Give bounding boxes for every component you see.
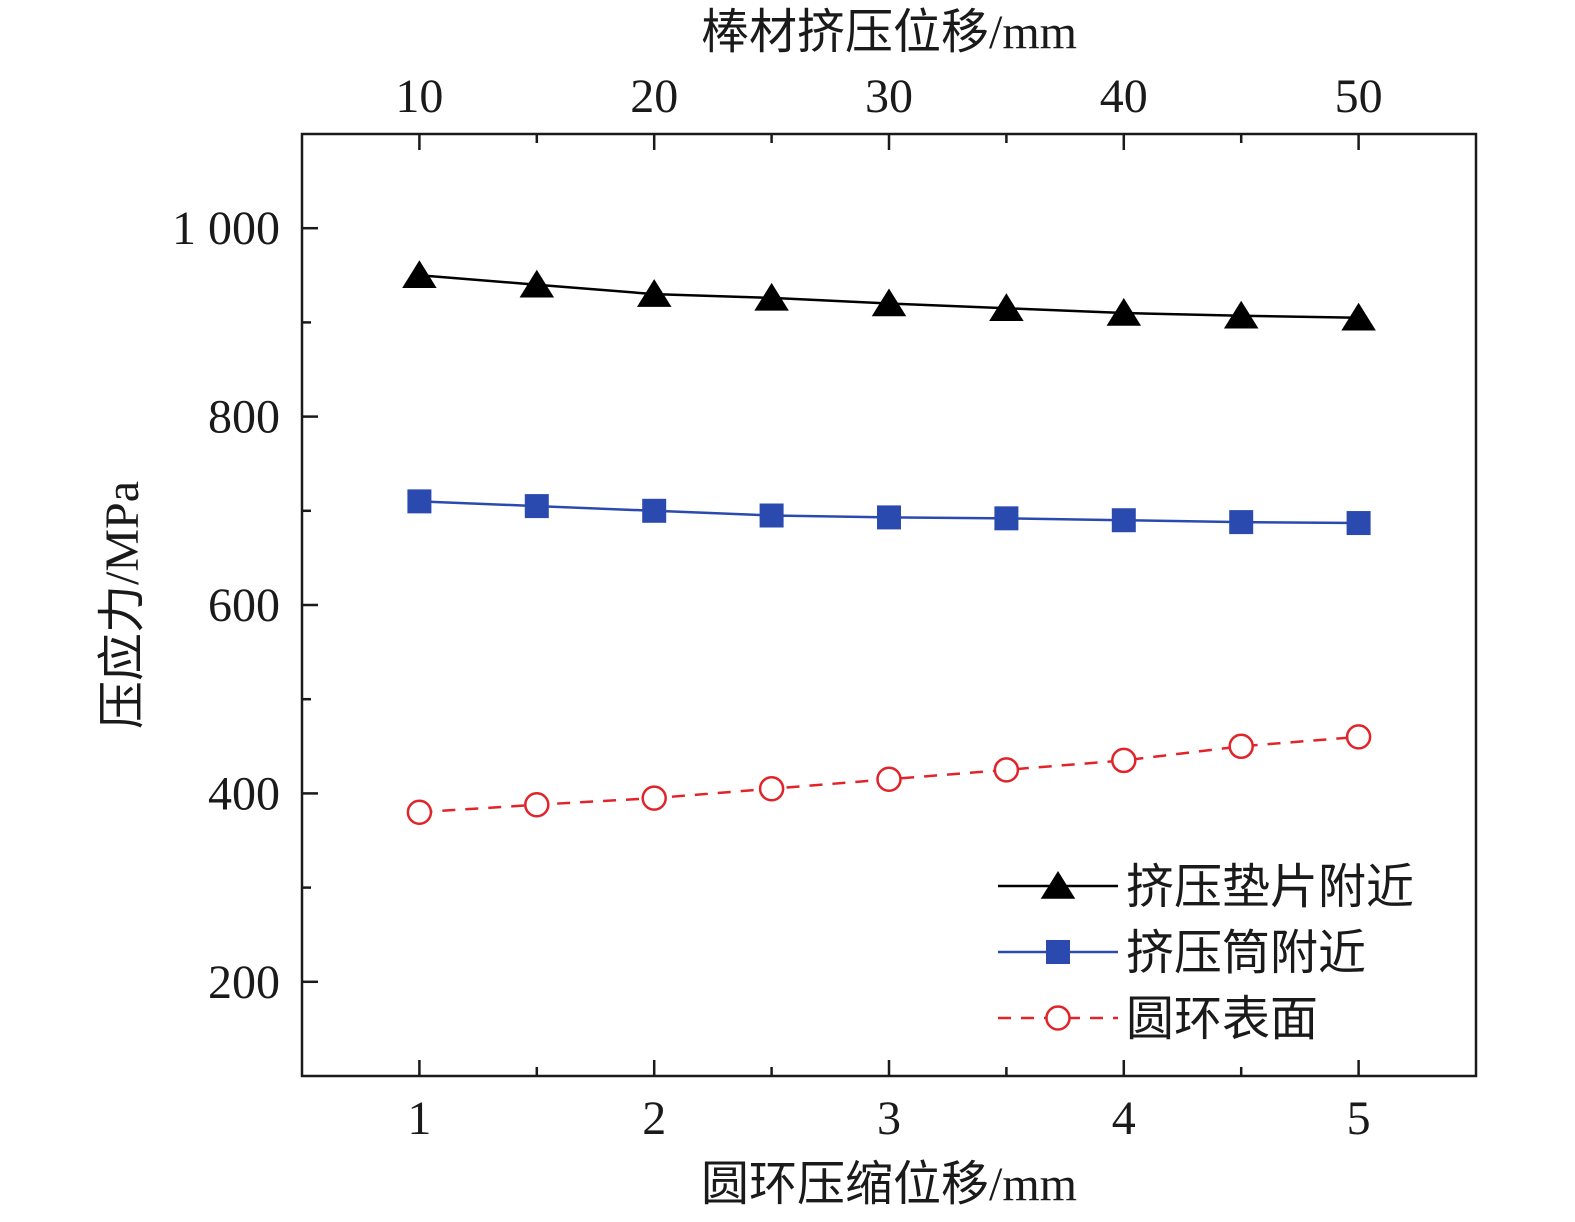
data-point-square [407,489,432,514]
data-point-circle [406,799,433,825]
data-point-triangle [519,269,555,298]
data-point-circle [993,757,1020,783]
data-point-triangle [1106,297,1142,326]
data-point-square [1111,508,1136,533]
axis-ticks: 1 2 3 4 5 10 20 30 40 50 200 400 600 800 1 000 [172,70,1383,1145]
data-point-square [642,498,667,523]
data-point-circle [758,775,785,802]
data-point-circle [1045,1005,1071,1031]
x-tick-label: 1 [407,1092,431,1145]
series-1 [402,260,1376,331]
legend-label: 挤压垫片附近 [1126,861,1414,914]
data-point-triangle [871,288,907,317]
data-point-square [877,505,901,530]
x-tick-label: 4 [1112,1092,1136,1145]
data-point-circle [1345,724,1372,750]
data-point-triangle [754,282,789,311]
series-layer [402,260,1376,825]
series-3 [406,724,1372,825]
top-x-tick-label: 50 [1335,70,1383,123]
y-tick-label: 400 [208,767,280,820]
legend-label: 挤压筒附近 [1126,927,1366,980]
y-tick-label: 200 [208,956,280,1009]
data-point-triangle [1040,871,1076,899]
data-point-square [1046,940,1070,964]
data-point-square [1229,510,1254,535]
series-2 [407,489,1371,536]
data-point-square [994,506,1019,531]
y-tick-label: 1 000 [172,202,280,255]
data-point-square [524,494,549,519]
top-x-tick-label: 30 [865,70,913,123]
data-point-circle [1228,733,1254,760]
data-point-triangle [636,279,672,307]
data-point-square [759,503,784,528]
x-tick-label: 3 [877,1092,901,1145]
data-point-circle [641,785,667,811]
top-x-tick-label: 40 [1100,70,1148,123]
data-point-square [1346,511,1371,536]
x-tick-label: 2 [642,1092,666,1145]
y-tick-label: 800 [208,391,280,444]
data-point-circle [1111,747,1137,774]
x-axis-title: 圆环压缩位移/mm [701,1158,1077,1211]
legend-label: 圆环表面 [1126,993,1318,1046]
data-point-circle [524,791,550,818]
x-tick-label: 5 [1347,1092,1371,1145]
y-axis-title: 压应力/MPa [96,481,149,729]
top-x-tick-label: 20 [630,70,678,123]
y-tick-label: 600 [208,579,280,632]
top-x-axis-title: 棒材挤压位移/mm [701,6,1077,59]
data-point-triangle [1223,300,1259,329]
data-point-triangle [1341,302,1376,331]
data-point-triangle [402,260,437,289]
data-point-circle [876,766,902,793]
data-point-triangle [989,293,1024,322]
top-x-tick-label: 10 [395,70,443,123]
